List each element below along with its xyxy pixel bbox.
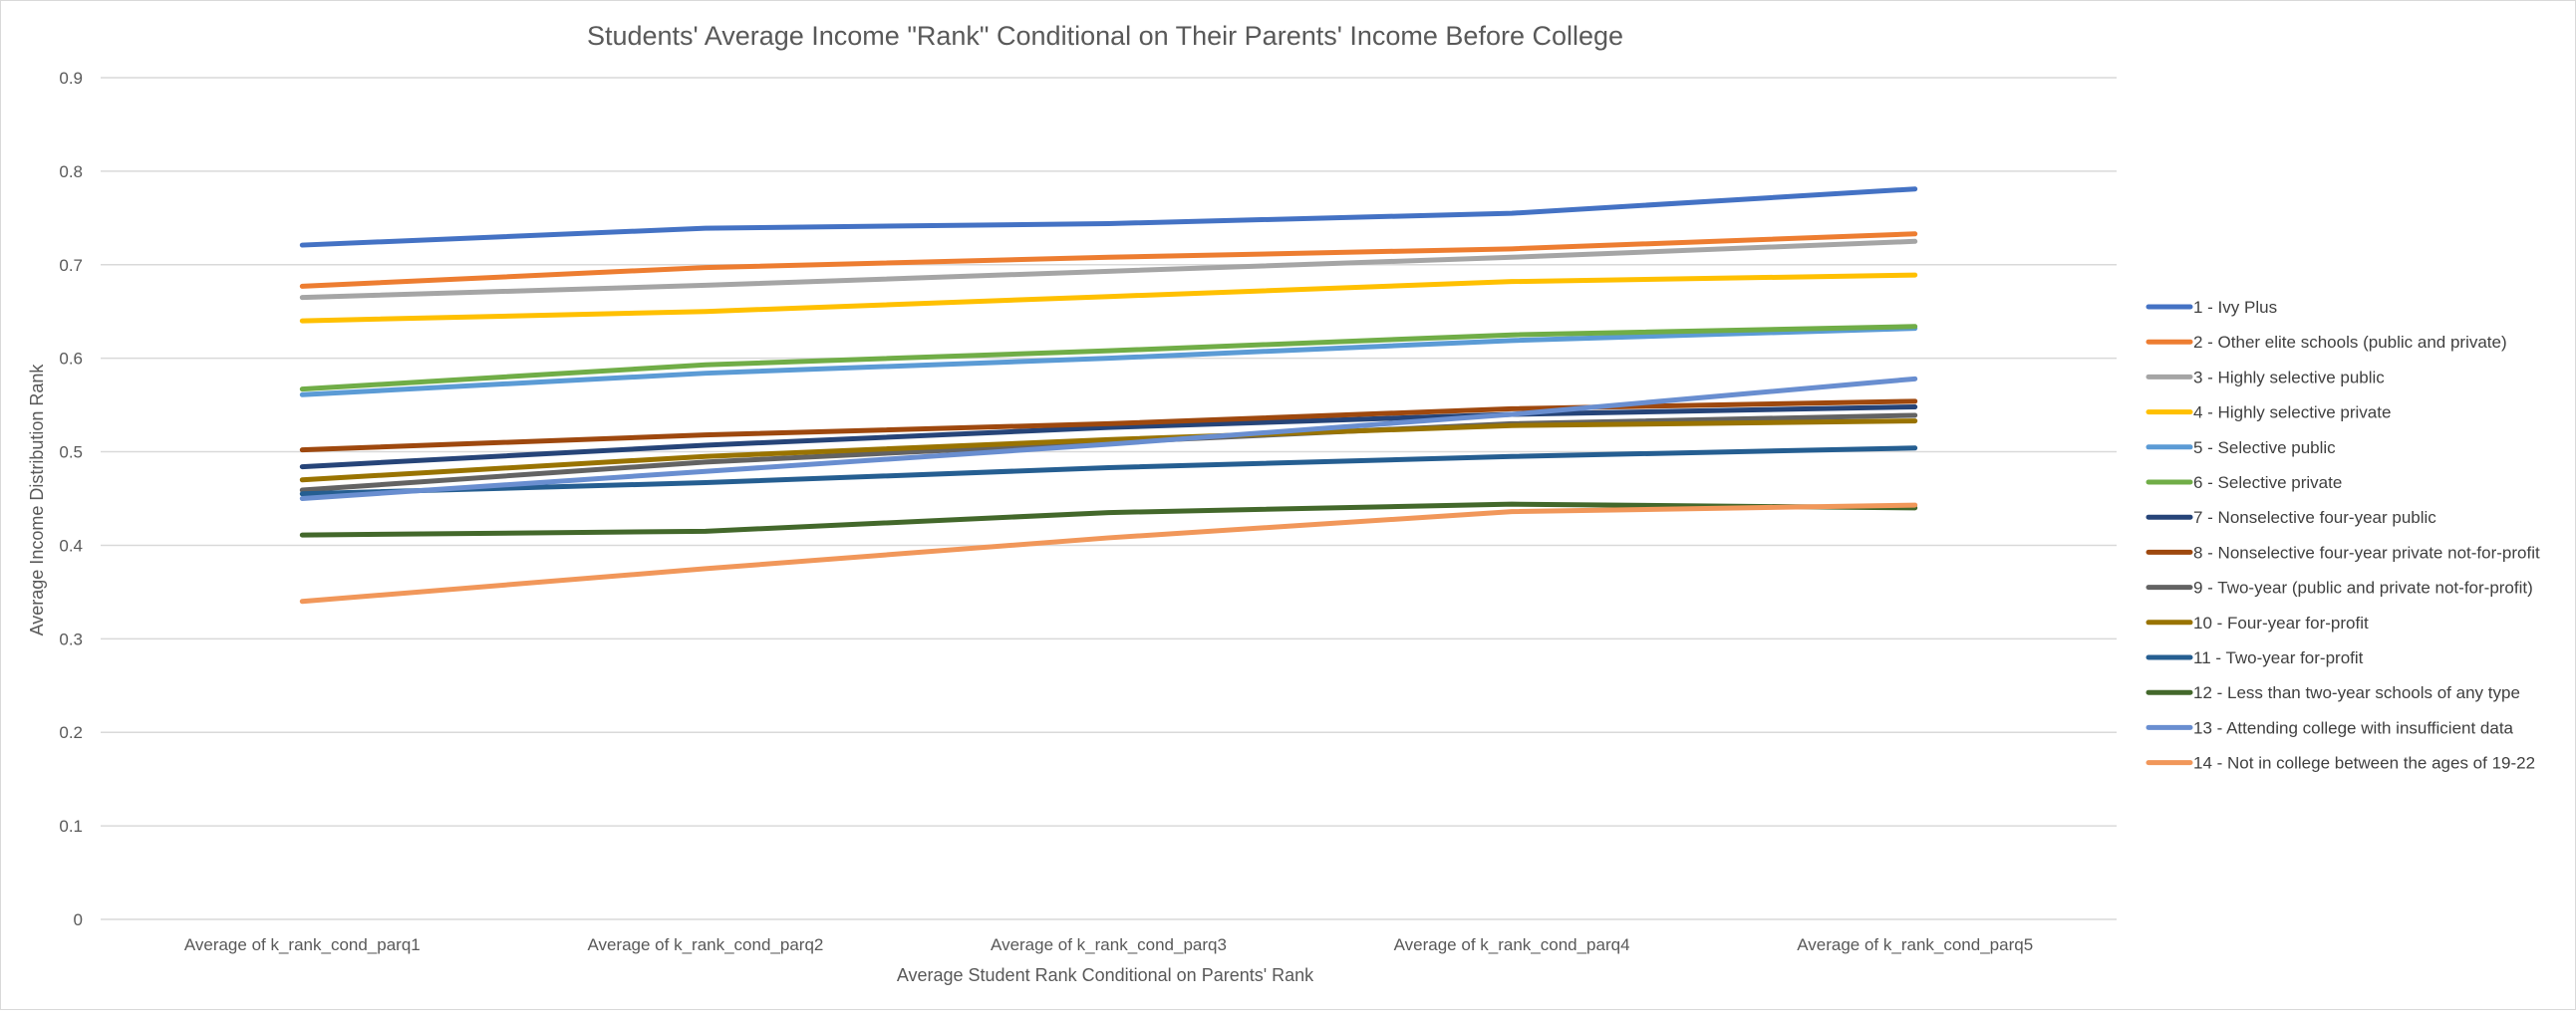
legend-label: 2 - Other elite schools (public and priv…	[2193, 333, 2507, 352]
series-group	[302, 406, 1915, 466]
y-axis-title: Average Income Distribution Rank	[27, 364, 47, 636]
series-line	[302, 505, 1914, 602]
series-group	[302, 189, 1915, 246]
legend-label: 1 - Ivy Plus	[2193, 298, 2277, 317]
x-tick-label: Average of k_rank_cond_parq3	[991, 935, 1227, 954]
y-tick-label: 0.2	[59, 723, 83, 742]
y-tick-label: 0.3	[59, 630, 83, 648]
series-group	[302, 505, 1915, 602]
legend-item: 8 - Nonselective four-year private not-f…	[2148, 543, 2540, 562]
series-group	[302, 275, 1915, 321]
legend-label: 5 - Selective public	[2193, 438, 2336, 457]
legend-label: 8 - Nonselective four-year private not-f…	[2193, 543, 2540, 562]
y-axis-tick-labels: 0 0.1 0.2 0.3 0.4 0.5 0.6 0.7 0.8 0.9	[59, 69, 83, 929]
series-line	[302, 275, 1914, 321]
legend-item: 14 - Not in college between the ages of …	[2148, 754, 2535, 773]
x-tick-label: Average of k_rank_cond_parq1	[184, 935, 421, 954]
legend-item: 11 - Two-year for-profit	[2148, 648, 2364, 667]
series-line	[302, 189, 1914, 245]
legend-label: 11 - Two-year for-profit	[2193, 648, 2364, 667]
series-group	[302, 241, 1915, 298]
legend-item: 1 - Ivy Plus	[2148, 298, 2277, 317]
legend-item: 9 - Two-year (public and private not-for…	[2148, 579, 2533, 598]
x-tick-label: Average of k_rank_cond_parq2	[587, 935, 823, 954]
legend: 1 - Ivy Plus 2 - Other elite schools (pub…	[2148, 298, 2540, 773]
x-tick-label: Average of k_rank_cond_parq4	[1394, 935, 1630, 954]
y-tick-label: 0.6	[59, 350, 83, 369]
series-line	[302, 329, 1914, 395]
y-tick-label: 0	[74, 910, 83, 929]
legend-label: 4 - Highly selective private	[2193, 403, 2391, 422]
y-tick-label: 0.9	[59, 69, 83, 88]
legend-item: 5 - Selective public	[2148, 438, 2336, 457]
series-line	[302, 406, 1914, 466]
legend-item: 10 - Four-year for-profit	[2148, 614, 2369, 633]
legend-label: 13 - Attending college with insufficient…	[2193, 718, 2514, 737]
y-tick-label: 0.4	[59, 536, 83, 555]
x-axis-title: Average Student Rank Conditional on Pare…	[897, 965, 1314, 985]
y-tick-label: 0.5	[59, 443, 83, 462]
legend-label: 3 - Highly selective public	[2193, 368, 2385, 386]
chart-title: Students' Average Income "Rank" Conditio…	[587, 21, 1623, 51]
legend-item: 7 - Nonselective four-year public	[2148, 508, 2436, 527]
legend-item: 4 - Highly selective private	[2148, 403, 2391, 422]
legend-item: 3 - Highly selective public	[2148, 368, 2385, 386]
legend-item: 13 - Attending college with insufficient…	[2148, 718, 2514, 737]
legend-label: 9 - Two-year (public and private not-for…	[2193, 579, 2533, 598]
series-line	[302, 241, 1914, 297]
y-tick-label: 0.1	[59, 817, 83, 836]
y-tick-label: 0.7	[59, 256, 83, 275]
gridlines	[101, 78, 2117, 919]
y-tick-label: 0.8	[59, 162, 83, 181]
legend-label: 12 - Less than two-year schools of any t…	[2193, 683, 2520, 702]
legend-label: 10 - Four-year for-profit	[2193, 614, 2369, 633]
legend-item: 2 - Other elite schools (public and priv…	[2148, 333, 2507, 352]
series-group	[302, 329, 1915, 395]
legend-item: 6 - Selective private	[2148, 473, 2342, 492]
x-axis-tick-labels: Average of k_rank_cond_parq1 Average of k…	[184, 935, 2033, 954]
x-tick-label: Average of k_rank_cond_parq5	[1797, 935, 2033, 954]
legend-label: 7 - Nonselective four-year public	[2193, 508, 2436, 527]
series-lines	[302, 189, 1915, 602]
legend-label: 14 - Not in college between the ages of …	[2193, 754, 2535, 773]
legend-label: 6 - Selective private	[2193, 473, 2342, 492]
legend-item: 12 - Less than two-year schools of any t…	[2148, 683, 2520, 702]
